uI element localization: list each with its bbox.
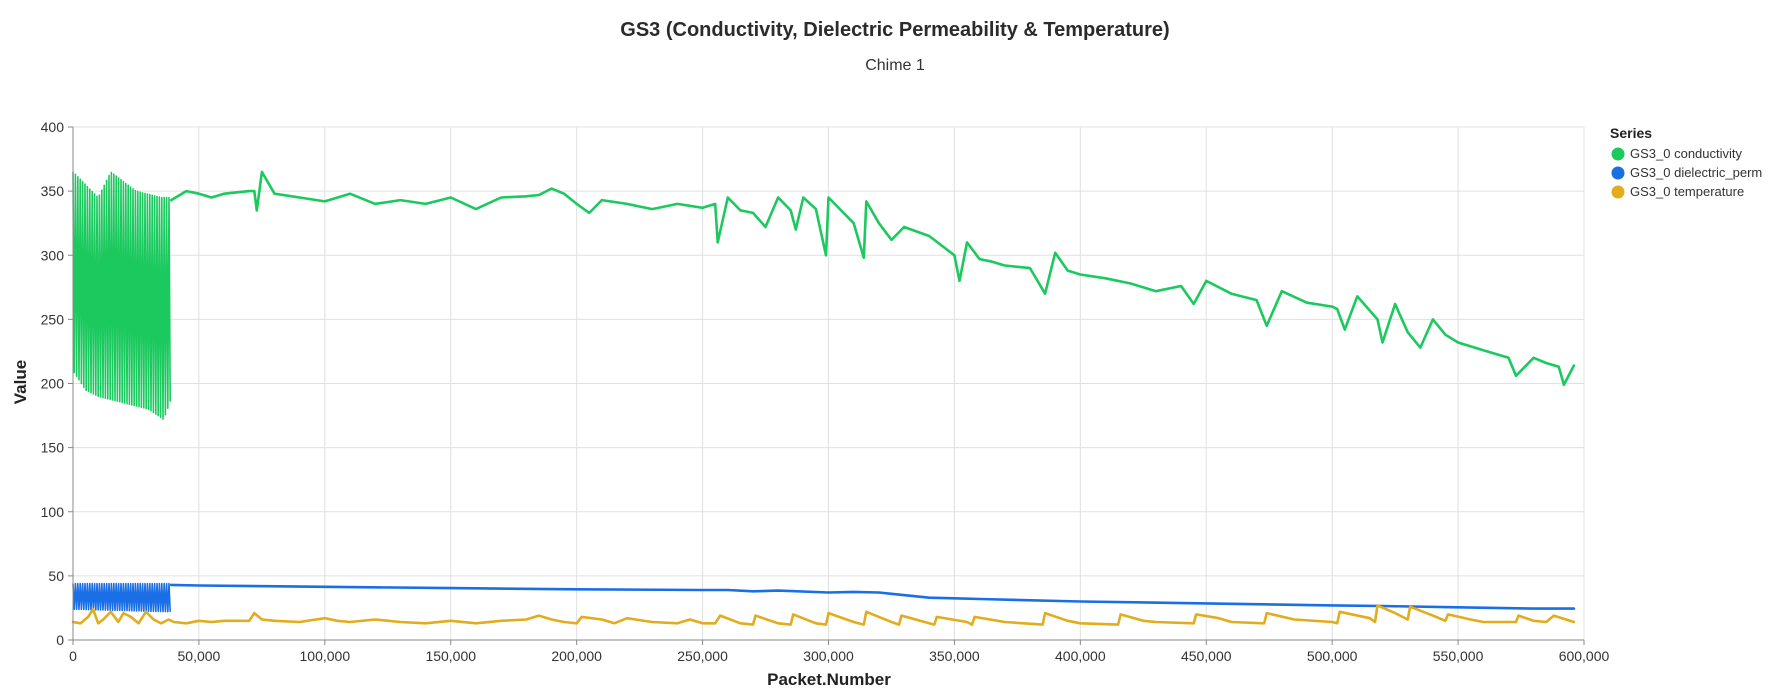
legend-item: GS3_0 dielectric_perm [1611,165,1762,180]
x-tick-label: 0 [69,648,77,664]
legend-swatch [1611,147,1625,161]
series-line [71,604,1576,626]
series-line [169,583,1576,610]
y-tick-label: 350 [41,183,65,199]
legend-title: Series [1610,125,1652,141]
legend-item: GS3_0 temperature [1611,184,1744,199]
y-tick-label: 100 [41,504,65,520]
series-1 [72,582,1576,613]
x-tick-label: 350,000 [929,648,980,664]
x-tick-label: 150,000 [425,648,476,664]
x-tick-label: 500,000 [1307,648,1358,664]
x-tick-label: 50,000 [178,648,221,664]
legend-item: GS3_0 conductivity [1611,146,1743,161]
legend-swatch [1611,166,1625,180]
series-0 [72,170,1576,420]
y-tick-label: 300 [41,247,65,263]
series-2 [71,604,1576,626]
chart-title: GS3 (Conductivity, Dielectric Permeabili… [620,19,1169,41]
legend: Series GS3_0 conductivity GS3_0 dielectri… [1610,125,1762,199]
y-tick-label: 200 [41,376,65,392]
legend-swatch [1611,185,1625,199]
y-tick-label: 400 [41,119,65,135]
x-tick-label: 450,000 [1181,648,1232,664]
x-tick-label: 400,000 [1055,648,1106,664]
y-tick-label: 50 [48,568,64,584]
chart-subtitle: Chime 1 [865,57,925,74]
legend-label: GS3_0 conductivity [1630,146,1743,161]
plot-area [71,170,1576,626]
x-tick-label: 250,000 [677,648,728,664]
x-tick-label: 100,000 [300,648,351,664]
x-tick-label: 300,000 [803,648,854,664]
y-tick-label: 250 [41,311,65,327]
y-tick-label: 0 [56,632,64,648]
x-axis-label: Packet.Number [767,670,891,689]
series-noise-band [72,171,171,420]
y-tick-label: 150 [41,440,65,456]
legend-label: GS3_0 dielectric_perm [1630,165,1762,180]
legend-label: GS3_0 temperature [1630,184,1744,199]
axes: 0 50,000 100,000 150,000 200,000 250,000 300,0… [41,119,1610,664]
y-axis-label: Value [11,360,30,404]
x-tick-label: 550,000 [1433,648,1484,664]
x-tick-label: 200,000 [551,648,602,664]
series-line [169,170,1576,387]
x-tick-label: 600,000 [1559,648,1610,664]
series-noise-band [72,582,171,613]
